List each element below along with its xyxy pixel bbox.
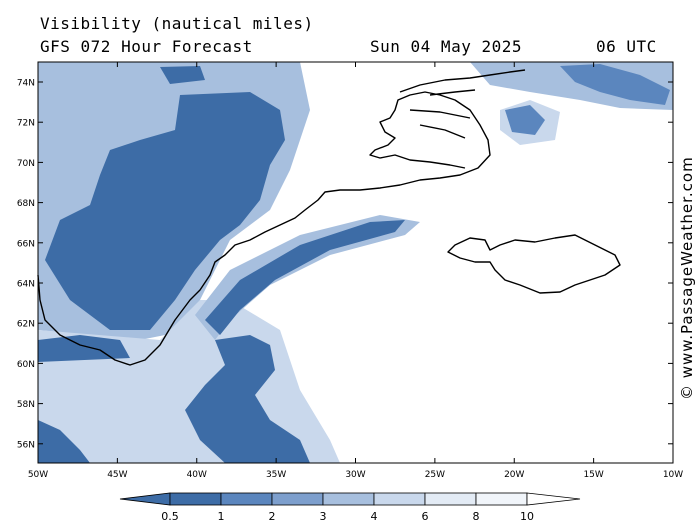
greenland-east-fjords	[399, 69, 526, 139]
legend-arrow-left	[119, 492, 171, 506]
lon-tick-label: 20W	[504, 470, 524, 480]
visibility-field	[38, 62, 673, 463]
visibility-legend: 0.5 1 2 3 4 6 8 10	[119, 492, 581, 523]
lat-tick-label: 60N	[17, 360, 35, 370]
lat-tick-label: 56N	[17, 440, 35, 450]
lat-tick-label: 72N	[17, 119, 35, 129]
fog-band-strait	[205, 220, 405, 335]
legend-swatch	[169, 492, 222, 506]
legend-swatch	[271, 492, 324, 506]
lat-tick-label: 62N	[17, 320, 35, 330]
lat-tick-label: 58N	[17, 400, 35, 410]
legend-swatch	[322, 492, 375, 506]
legend-label: 6	[422, 510, 429, 523]
fog-region-southwest	[38, 420, 90, 463]
lat-tick-label: 70N	[17, 159, 35, 169]
lon-tick-label: 30W	[345, 470, 365, 480]
fog-region-northeast	[560, 64, 670, 105]
legend-label: 0.5	[161, 510, 179, 523]
forecast-date-label: Sun 04 May 2025	[370, 37, 522, 56]
fog-region-central	[45, 92, 285, 330]
legend-label: 1	[218, 510, 225, 523]
lat-tick-label: 64N	[17, 280, 35, 290]
land-outlines	[37, 69, 621, 366]
legend-swatch	[220, 492, 273, 506]
legend-label: 8	[473, 510, 480, 523]
lon-tick-label: 15W	[583, 470, 603, 480]
legend-arrow-right	[526, 492, 581, 506]
fog-spot-east	[505, 105, 545, 135]
legend-label: 4	[371, 510, 378, 523]
chart-title: Visibility (nautical miles)	[40, 14, 314, 33]
legend-swatch	[424, 492, 477, 506]
lon-tick-label: 35W	[266, 470, 286, 480]
lat-tick-label: 68N	[17, 199, 35, 209]
latitude-axis: 74N 72N 70N 68N 66N 64N 62N 60N 58N 56N	[17, 79, 673, 450]
greenland-coastline	[37, 91, 491, 366]
lon-tick-label: 25W	[425, 470, 445, 480]
legend-label: 10	[520, 510, 534, 523]
legend-swatch	[373, 492, 426, 506]
legend-label: 3	[320, 510, 327, 523]
fog-region-south	[185, 335, 310, 463]
copyright-watermark: © www.PassageWeather.com	[678, 156, 696, 400]
lat-tick-label: 66N	[17, 239, 35, 249]
legend-swatch	[475, 492, 528, 506]
lon-tick-label: 10W	[663, 470, 683, 480]
fog-region-north	[160, 66, 205, 84]
lon-tick-label: 40W	[187, 470, 207, 480]
forecast-model-label: GFS 072 Hour Forecast	[40, 37, 253, 56]
forecast-time-label: 06 UTC	[596, 37, 657, 56]
lon-tick-label: 45W	[107, 470, 127, 480]
legend-label: 2	[269, 510, 276, 523]
lon-tick-label: 50W	[28, 470, 48, 480]
iceland-coastline	[447, 234, 621, 294]
lat-tick-label: 74N	[17, 79, 35, 89]
longitude-axis: 50W 45W 40W 35W 30W 25W 20W 15W 10W	[28, 62, 683, 480]
